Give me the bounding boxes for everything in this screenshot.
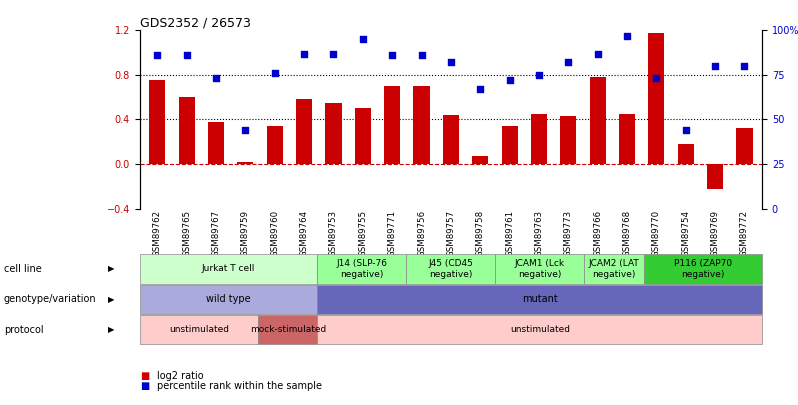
Point [562,59,575,66]
Text: GSM89773: GSM89773 [564,210,573,258]
Point [504,77,516,83]
Point [621,32,634,39]
Point [591,50,604,57]
Bar [384,86,401,164]
Bar [737,128,753,164]
Point [151,52,164,59]
Bar [501,126,518,164]
Bar [355,108,371,164]
Point [679,127,692,133]
Point [444,59,457,66]
Point [357,36,369,43]
Text: J14 (SLP-76
negative): J14 (SLP-76 negative) [337,259,388,279]
Text: GSM89754: GSM89754 [681,210,690,258]
Bar [149,81,165,164]
Text: GSM89757: GSM89757 [446,210,456,258]
Text: GSM89761: GSM89761 [505,210,514,258]
Text: GSM89766: GSM89766 [593,210,602,258]
Bar [237,162,254,164]
Point [210,75,223,82]
Text: ▶: ▶ [108,264,114,273]
Point [327,50,340,57]
Point [474,86,487,92]
Text: ■: ■ [140,381,149,390]
Text: unstimulated: unstimulated [169,325,229,334]
Text: wild type: wild type [206,294,251,304]
Bar [296,100,312,164]
Text: P116 (ZAP70
negative): P116 (ZAP70 negative) [674,259,732,279]
Text: GSM89759: GSM89759 [241,210,250,257]
Point [239,127,251,133]
Text: mock-stimulated: mock-stimulated [250,325,326,334]
Point [268,70,281,77]
Bar [648,32,665,164]
Text: GSM89772: GSM89772 [740,210,749,258]
Bar [472,156,488,164]
Bar [590,77,606,164]
Text: ▶: ▶ [108,295,114,304]
Text: GDS2352 / 26573: GDS2352 / 26573 [140,16,251,29]
Bar [179,97,195,164]
Bar [560,116,576,164]
Text: protocol: protocol [4,325,44,335]
Text: GSM89771: GSM89771 [388,210,397,258]
Bar [531,114,547,164]
Text: log2 ratio: log2 ratio [157,371,203,381]
Point [180,52,193,59]
Point [385,52,398,59]
Text: mutant: mutant [522,294,558,304]
Text: ▶: ▶ [108,325,114,334]
Text: GSM89765: GSM89765 [182,210,192,258]
Text: GSM89755: GSM89755 [358,210,367,258]
Text: JCAM2 (LAT
negative): JCAM2 (LAT negative) [588,259,639,279]
Text: JCAM1 (Lck
negative): JCAM1 (Lck negative) [515,259,565,279]
Point [298,50,310,57]
Bar [267,126,282,164]
Text: GSM89756: GSM89756 [417,210,426,258]
Text: GSM89763: GSM89763 [535,210,543,258]
Text: Jurkat T cell: Jurkat T cell [202,264,255,273]
Point [709,63,721,69]
Text: GSM89770: GSM89770 [652,210,661,258]
Text: GSM89769: GSM89769 [710,210,720,257]
Bar [208,122,224,164]
Bar [326,103,342,164]
Bar [619,114,635,164]
Text: percentile rank within the sample: percentile rank within the sample [157,381,322,390]
Bar [707,164,723,189]
Bar [413,86,429,164]
Point [532,72,545,78]
Point [415,52,428,59]
Text: GSM89767: GSM89767 [211,210,220,258]
Text: J45 (CD45
negative): J45 (CD45 negative) [429,259,473,279]
Text: unstimulated: unstimulated [510,325,570,334]
Text: GSM89760: GSM89760 [271,210,279,258]
Text: genotype/variation: genotype/variation [4,294,97,304]
Text: ■: ■ [140,371,149,381]
Point [738,63,751,69]
Bar [443,115,459,164]
Point [650,75,663,82]
Text: GSM89762: GSM89762 [152,210,162,258]
Text: GSM89758: GSM89758 [476,210,484,258]
Text: GSM89753: GSM89753 [329,210,338,258]
Bar [678,144,693,164]
Text: cell line: cell line [4,264,41,274]
Text: GSM89764: GSM89764 [299,210,309,258]
Text: GSM89768: GSM89768 [622,210,631,258]
